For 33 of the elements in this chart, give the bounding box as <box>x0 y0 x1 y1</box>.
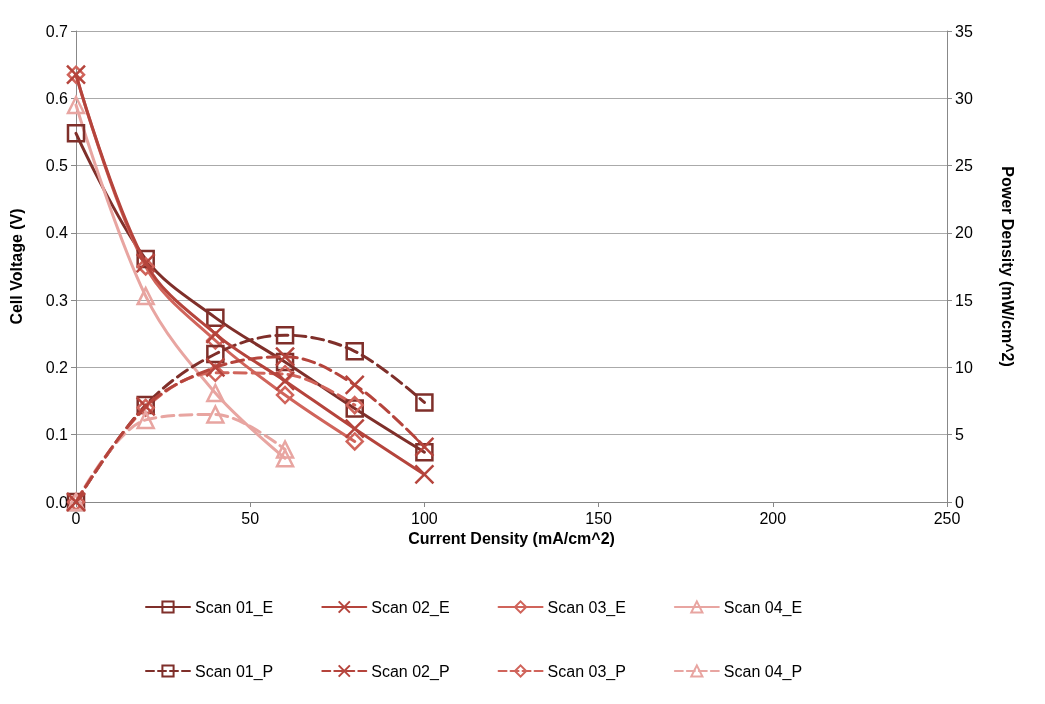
y2-tick-label: 5 <box>955 426 964 444</box>
y2-tick-label: 15 <box>955 291 973 309</box>
y2-tick-label: 10 <box>955 358 973 376</box>
legend-label: Scan 02_E <box>371 598 450 617</box>
y-tick-label: 0.7 <box>45 22 69 40</box>
y-tick-label: 0.4 <box>45 224 69 242</box>
y-tick-label: 0.0 <box>45 493 69 511</box>
legend-label: Scan 04_E <box>723 598 803 617</box>
y-tick-label: 0.3 <box>45 291 69 309</box>
y2-tick-label: 30 <box>955 89 973 107</box>
y-tick-label: 0.5 <box>45 157 69 175</box>
legend-label: Scan 04_P <box>723 662 803 681</box>
y-tick-label: 0.1 <box>45 426 69 444</box>
x-tick-label: 200 <box>759 509 787 527</box>
y2-tick-label: 20 <box>955 224 973 242</box>
legend-label: Scan 02_P <box>371 662 450 681</box>
y-axis-title: Cell Voltage (V) <box>7 208 25 325</box>
legend-label: Scan 01_P <box>195 662 274 681</box>
y2-tick-label: 35 <box>955 22 973 40</box>
x-tick-label: 0 <box>71 509 81 527</box>
legend-label: Scan 03_P <box>547 662 626 681</box>
x-tick-label: 250 <box>933 509 961 527</box>
y2-axis-title: Power Density (mW/cm^2) <box>998 166 1016 367</box>
x-tick-label: 50 <box>241 509 260 527</box>
legend-label: Scan 03_E <box>547 598 626 617</box>
x-tick-label: 150 <box>585 509 613 527</box>
x-axis-title: Current Density (mA/cm^2) <box>408 530 615 548</box>
x-tick-label: 100 <box>411 509 438 527</box>
y-tick-label: 0.2 <box>45 358 69 376</box>
y2-tick-label: 0 <box>955 493 964 511</box>
y2-tick-label: 25 <box>955 157 973 175</box>
legend-label: Scan 01_E <box>195 598 274 617</box>
y-tick-label: 0.6 <box>45 89 69 107</box>
